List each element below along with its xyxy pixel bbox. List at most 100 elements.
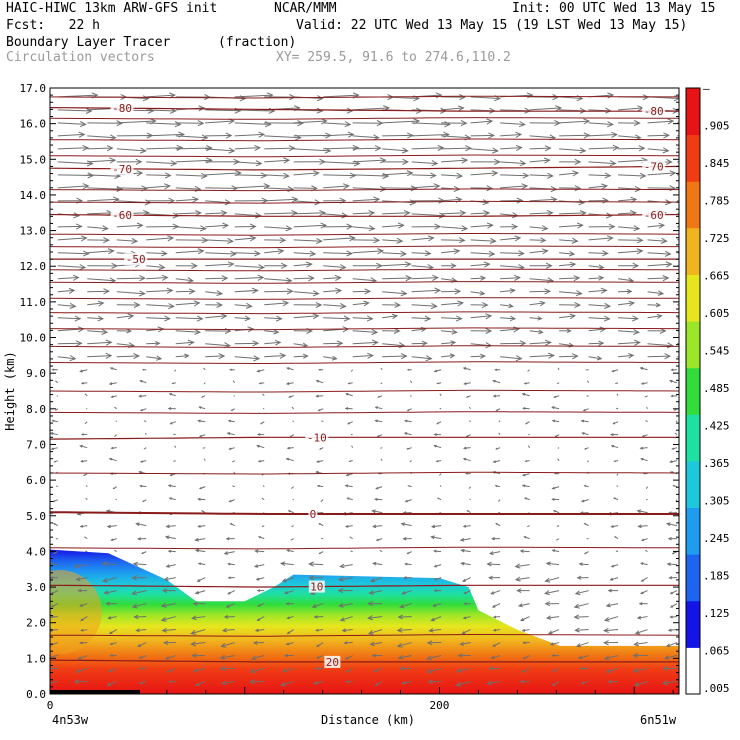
- circulation-vector: [264, 145, 296, 152]
- circulation-vector: [344, 484, 353, 488]
- circulation-vector: [463, 602, 471, 606]
- circulation-vector: [670, 394, 678, 398]
- circulation-vector: [612, 421, 619, 425]
- circulation-vector: [380, 382, 383, 385]
- circulation-vector: [293, 158, 327, 165]
- circulation-vector: [345, 680, 353, 684]
- circulation-vector: [618, 353, 635, 359]
- circulation-vector: [371, 653, 383, 658]
- circulation-vector: [87, 262, 119, 269]
- circulation-vector: [323, 302, 347, 310]
- circulation-vector: [379, 549, 383, 553]
- circulation-vector: [529, 209, 554, 217]
- circulation-vector: [318, 368, 324, 371]
- colorbar-swatch: [686, 88, 700, 136]
- circulation-vector: [527, 369, 530, 372]
- circulation-vector: [470, 275, 487, 281]
- circulation-vector: [205, 199, 232, 206]
- circulation-vector: [647, 118, 675, 125]
- circulation-vector: [232, 380, 236, 384]
- circulation-vector: [337, 588, 353, 594]
- circulation-vector: [367, 629, 383, 635]
- circulation-vector: [232, 485, 235, 488]
- circulation-vector: [79, 444, 88, 449]
- circulation-vector: [545, 615, 560, 620]
- circulation-vector: [486, 561, 501, 567]
- circulation-vector: [167, 484, 176, 488]
- circulation-vector: [618, 300, 636, 307]
- circulation-vector: [174, 369, 177, 372]
- circulation-vector: [323, 212, 349, 219]
- circulation-vector: [56, 395, 59, 397]
- circulation-vector: [553, 395, 560, 398]
- circulation-vector: [377, 395, 383, 398]
- circulation-vector: [645, 486, 648, 489]
- circulation-vector: [517, 603, 530, 608]
- circulation-vector: [441, 353, 456, 359]
- circulation-vector: [84, 550, 88, 553]
- colorbar-label: .905: [703, 120, 730, 133]
- isotherm-contour: [50, 200, 679, 204]
- circulation-vector: [559, 118, 591, 125]
- circulation-vector: [84, 536, 88, 540]
- circulation-vector: [165, 564, 176, 568]
- circulation-vector: [470, 118, 494, 125]
- circulation-vector: [293, 261, 313, 268]
- circulation-vector: [610, 444, 619, 449]
- circulation-vector: [352, 300, 370, 307]
- circulation-vector: [165, 524, 176, 529]
- circulation-vector: [175, 225, 207, 232]
- circulation-vector: [80, 459, 88, 463]
- circulation-vector: [375, 486, 383, 490]
- isotherm-contour: [50, 327, 679, 331]
- circulation-vector: [529, 329, 544, 335]
- circulation-vector: [103, 590, 117, 595]
- circulation-vector: [529, 145, 552, 152]
- circulation-vector: [663, 655, 678, 660]
- circulation-vector: [106, 524, 117, 529]
- circulation-vector: [50, 668, 58, 670]
- circulation-vector: [588, 183, 609, 190]
- circulation-vector: [666, 562, 678, 567]
- circulation-vector: [87, 145, 114, 152]
- circulation-vector: [323, 223, 354, 230]
- circulation-vector: [352, 352, 374, 359]
- circulation-vector: [57, 223, 83, 230]
- circulation-vector: [441, 209, 467, 217]
- colorbar-label: .065: [703, 645, 730, 658]
- circulation-vector: [559, 261, 577, 268]
- circulation-vector: [669, 615, 678, 619]
- circulation-vector: [492, 379, 501, 384]
- circulation-vector: [347, 382, 353, 385]
- circulation-vector: [146, 144, 184, 151]
- isotherm-contour: [50, 154, 679, 158]
- circulation-vector: [233, 471, 236, 474]
- circulation-vector: [639, 562, 648, 566]
- circulation-vector: [551, 549, 560, 553]
- circulation-vector: [116, 301, 141, 308]
- circulation-vector: [523, 382, 530, 385]
- circulation-vector: [264, 237, 287, 244]
- circulation-vector: [618, 172, 647, 179]
- circulation-vector: [57, 131, 86, 138]
- circulation-vector: [315, 394, 324, 398]
- isotherm-contour: [50, 117, 679, 120]
- circulation-vector: [470, 261, 491, 268]
- circulation-vector: [500, 197, 524, 204]
- circulation-vector: [433, 369, 442, 373]
- circulation-vector: [264, 209, 298, 217]
- circulation-vector: [146, 250, 168, 257]
- circulation-vector: [441, 288, 462, 295]
- circulation-vector: [205, 237, 234, 245]
- circulation-vector: [293, 250, 317, 257]
- circulation-vector: [323, 144, 360, 151]
- circulation-vector: [574, 627, 589, 633]
- circulation-vector: [261, 497, 265, 501]
- circulation-vector: [647, 237, 668, 244]
- circulation-vector: [559, 185, 582, 192]
- circulation-vector: [50, 603, 59, 608]
- circulation-vector: [470, 301, 489, 309]
- isotherm-label: -10: [307, 431, 327, 444]
- circulation-vector: [234, 121, 272, 128]
- isotherm-contour: [50, 345, 679, 349]
